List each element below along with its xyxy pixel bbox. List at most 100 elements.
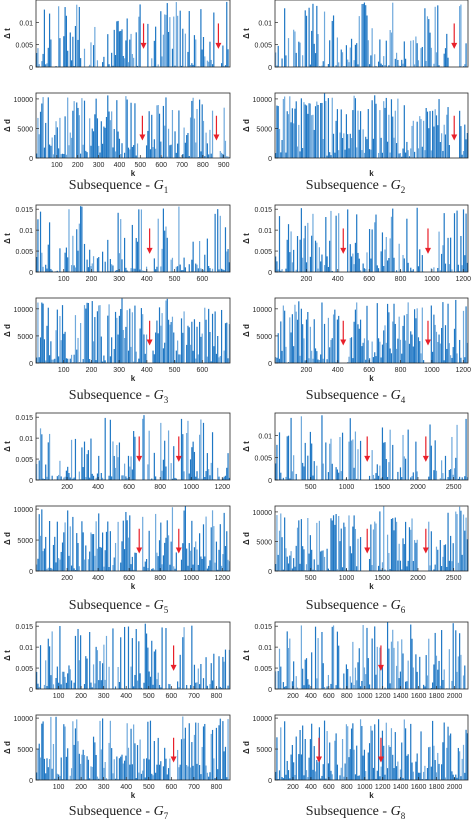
G7-dt-ytick-label: 0 [29,687,33,694]
caption-prefix: Subsequence - [68,598,154,613]
G7-dt-ytick-label: 0.015 [15,624,33,631]
G1-dt-axes-frame [35,0,231,68]
G3-dd-xtick-label: 600 [196,367,208,374]
G3-dt-xtick-label: 600 [196,276,208,283]
G8-dt-xtick-label: 200 [287,693,299,700]
G1-dd-panel: 0 5000 10000 100 200 300 400 500 600 700 800 900 Δ d… [3,92,231,178]
G5-dd-xlabel: k [131,582,136,591]
G8-dd-ytick-label: 5000 [256,747,272,754]
caption-subscript: 1 [163,184,169,195]
G2-dt-ytick-label: 0 [268,65,272,72]
G5-dd-xtick-label: 600 [123,575,135,582]
G3-dt-xtick-label: 500 [169,276,181,283]
G8-dd-xtick-label: 1000 [357,784,373,791]
G6-dt-ylabel: Δ t [242,441,251,452]
G1-dt-panel: 0 0.005 0.01 Δ t [3,0,231,72]
G4-dt-axes-frame [274,204,469,273]
G5-dt-ytick-label: 0.005 [15,457,33,464]
G3-dt-arrowhead [146,247,153,254]
G3-dt-ytick-label: 0.005 [15,249,33,256]
G3-dt-xtick-label: 400 [141,276,153,283]
G8-dd-xlabel: k [369,791,374,800]
G7-dd-ytick-label: 0 [29,778,33,785]
G2-dd-ylabel: Δ d [242,119,251,132]
G8-dd-xtick-label: 1600 [411,784,427,791]
G1-dt-ytick-label: 0 [29,65,33,72]
G4-dt-xtick-label: 800 [395,276,407,283]
subsequence-caption: Subsequence - G2 [237,178,474,195]
G8-dt-xtick-label: 1400 [393,693,409,700]
caption-symbol: G [153,388,164,403]
G3-dt-ytick-label: 0 [29,270,33,277]
G7-dt-xtick-label: 700 [188,693,200,700]
G3-dt-panel: 0 0.005 0.01 0.015 100 200 300 400 500 600 Δ t [3,204,231,283]
G4-dt-panel: 0 0.005 0.01 0.015 200 400 600 800 1000 1200 Δ t [242,204,472,283]
G7-dd-xtick-label: 800 [211,784,223,791]
G1-dd-xtick-label: 300 [93,162,105,169]
G2-dt-ytick-label: 0.01 [258,20,272,27]
G4-dt-ytick-label: 0 [268,270,272,277]
G3-dt-ytick-label: 0.01 [19,228,33,235]
G8-dd-ytick-label: 10000 [253,716,273,723]
G1-dt-ytick-label: 0.01 [19,20,33,27]
G8-dd-xtick-label: 1400 [393,784,409,791]
G8-dt-xtick-label: 400 [305,693,317,700]
G5-dt-ytick-label: 0.01 [19,436,33,443]
G4-dt-ylabel: Δ t [242,233,251,244]
G3-dt-ylabel: Δ t [3,233,12,244]
G8-dd-xtick-label: 800 [341,784,353,791]
G2-dd-arrowhead [451,134,458,141]
G7-dt-ylabel: Δ t [3,650,12,661]
G6-dt-axes-frame [274,412,469,481]
G2-dd-ytick-label: 10000 [253,97,273,104]
G8-dd-arrowhead [377,756,384,763]
G1-dd-xlabel: k [131,169,136,178]
G1-dd-ytick-label: 5000 [17,126,33,133]
G3-dd-xtick-label: 500 [169,367,181,374]
G7-dd-ytick-label: 5000 [17,747,33,754]
G6-dd-xtick-label: 500 [305,575,317,582]
caption-prefix: Subsequence - [68,804,154,819]
G7-dd-panel: 0 5000 10000 100 200 300 400 500 600 700 800 Δ d k [3,714,231,800]
G8-dd-xtick-label: 200 [287,784,299,791]
G4-dt-arrowhead [340,247,347,254]
G2-dt-ytick-label: 0.005 [254,43,272,50]
G4-dd-arrowhead [424,339,431,346]
G5-dt-ytick-label: 0 [29,478,33,485]
G6-dt-xtick-label: 1000 [339,484,355,491]
G4-dt-xtick-label: 600 [363,276,375,283]
G3-dt-xtick-label: 100 [58,276,70,283]
G4-dd-arrowhead [340,339,347,346]
subsequence-caption: Subsequence - G7 [0,804,237,821]
caption-prefix: Subsequence - [68,178,154,193]
G8-dt-ytick-label: 0.01 [258,645,272,652]
G6-dd-axes-frame [274,505,469,572]
G8-dt-xtick-label: 600 [323,693,335,700]
G8-dt-xtick-label: 1200 [375,693,391,700]
subsequence-caption: Subsequence - G5 [0,598,237,615]
G2-dd-xlabel: k [369,169,374,178]
G5-dt-xtick-label: 1000 [183,484,199,491]
G3-dd-ytick-label: 0 [29,361,33,368]
G4-dd-xlabel: k [369,374,374,383]
G4-dt-xtick-label: 1200 [456,276,472,283]
caption-prefix: Subsequence - [305,178,391,193]
G6-dt-xtick-label: 1500 [374,484,390,491]
G3-dd-arrowhead [146,339,153,346]
G6-dt-ytick-label: 0.005 [254,456,272,463]
caption-subscript: 8 [400,810,406,821]
G4-dd-xtick-label: 600 [363,367,375,374]
G1-dd-xtick-label: 500 [134,162,146,169]
G8-dd-xtick-label: 1800 [429,784,445,791]
caption-prefix: Subsequence - [305,598,391,613]
G8-dd-xtick-label: 2000 [447,784,463,791]
G5-dd-axes-frame [35,505,231,572]
G7-dd-axes-frame [35,714,231,781]
G7-dt-xtick-label: 100 [53,693,65,700]
G5-dd-arrowhead [175,547,182,554]
caption-symbol: G [390,598,401,613]
G2-dt-ylabel: Δ t [242,28,251,39]
G6-dd-xtick-label: 1000 [339,575,355,582]
G1-dd-arrowhead [213,134,220,141]
